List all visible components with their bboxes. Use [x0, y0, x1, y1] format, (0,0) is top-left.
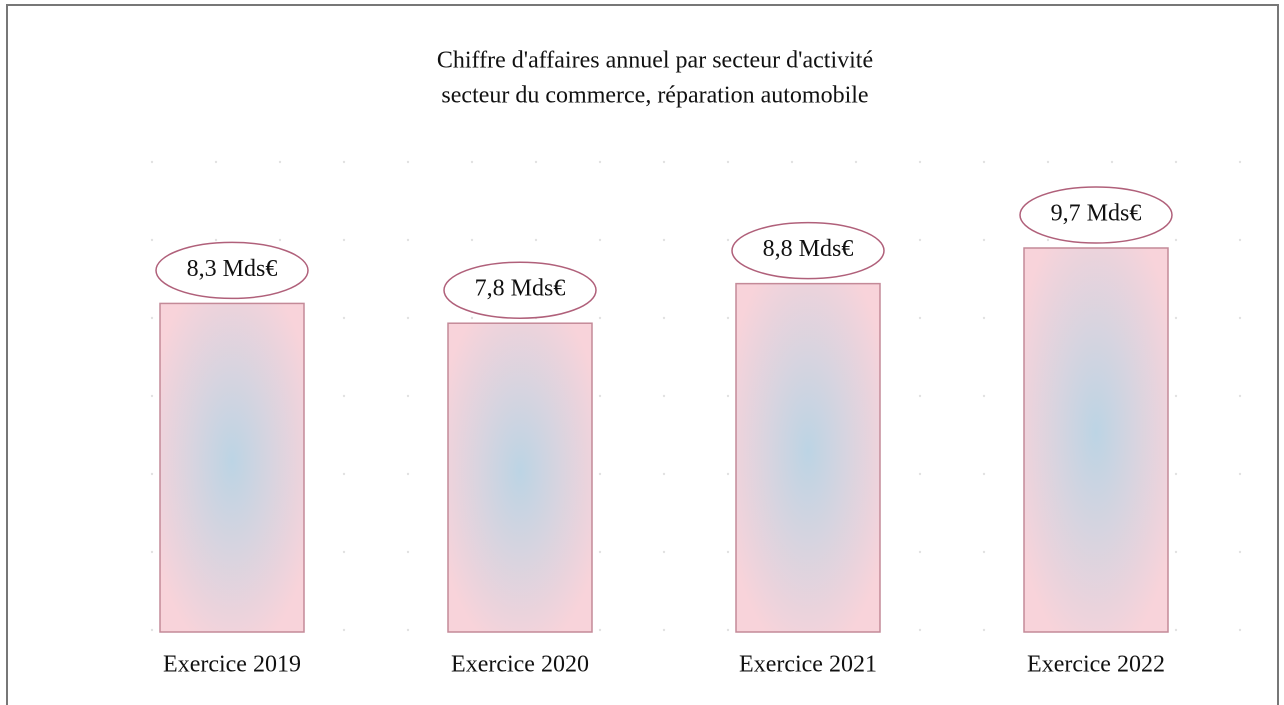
- chart-subtitle: secteur du commerce, réparation automobi…: [441, 83, 868, 109]
- x-tick-label: Exercice 2019: [163, 652, 301, 678]
- x-tick-label: Exercice 2021: [739, 652, 877, 678]
- bar: [447, 322, 593, 633]
- value-label-outline: [731, 221, 885, 280]
- bar: [1023, 247, 1169, 633]
- frame: [6, 4, 1279, 705]
- value-label-outline: [443, 261, 597, 319]
- value-label: 9,7 Mds€: [1051, 201, 1142, 227]
- bar: [159, 302, 305, 633]
- value-label: 8,3 Mds€: [187, 256, 278, 282]
- value-label: 7,8 Mds€: [475, 276, 566, 302]
- x-tick-label: Exercice 2022: [1027, 652, 1165, 678]
- chart-title: Chiffre d'affaires annuel par secteur d'…: [437, 48, 873, 74]
- x-tick-label: Exercice 2020: [451, 652, 589, 678]
- value-label-outline: [155, 241, 309, 300]
- value-label-outline: [1019, 186, 1173, 244]
- value-label: 8,8 Mds€: [763, 236, 854, 262]
- plot: Exercice 2019 8,3 Mds€ Exercice 2020 7,8 Md…: [155, 186, 1173, 678]
- bar: [735, 282, 881, 633]
